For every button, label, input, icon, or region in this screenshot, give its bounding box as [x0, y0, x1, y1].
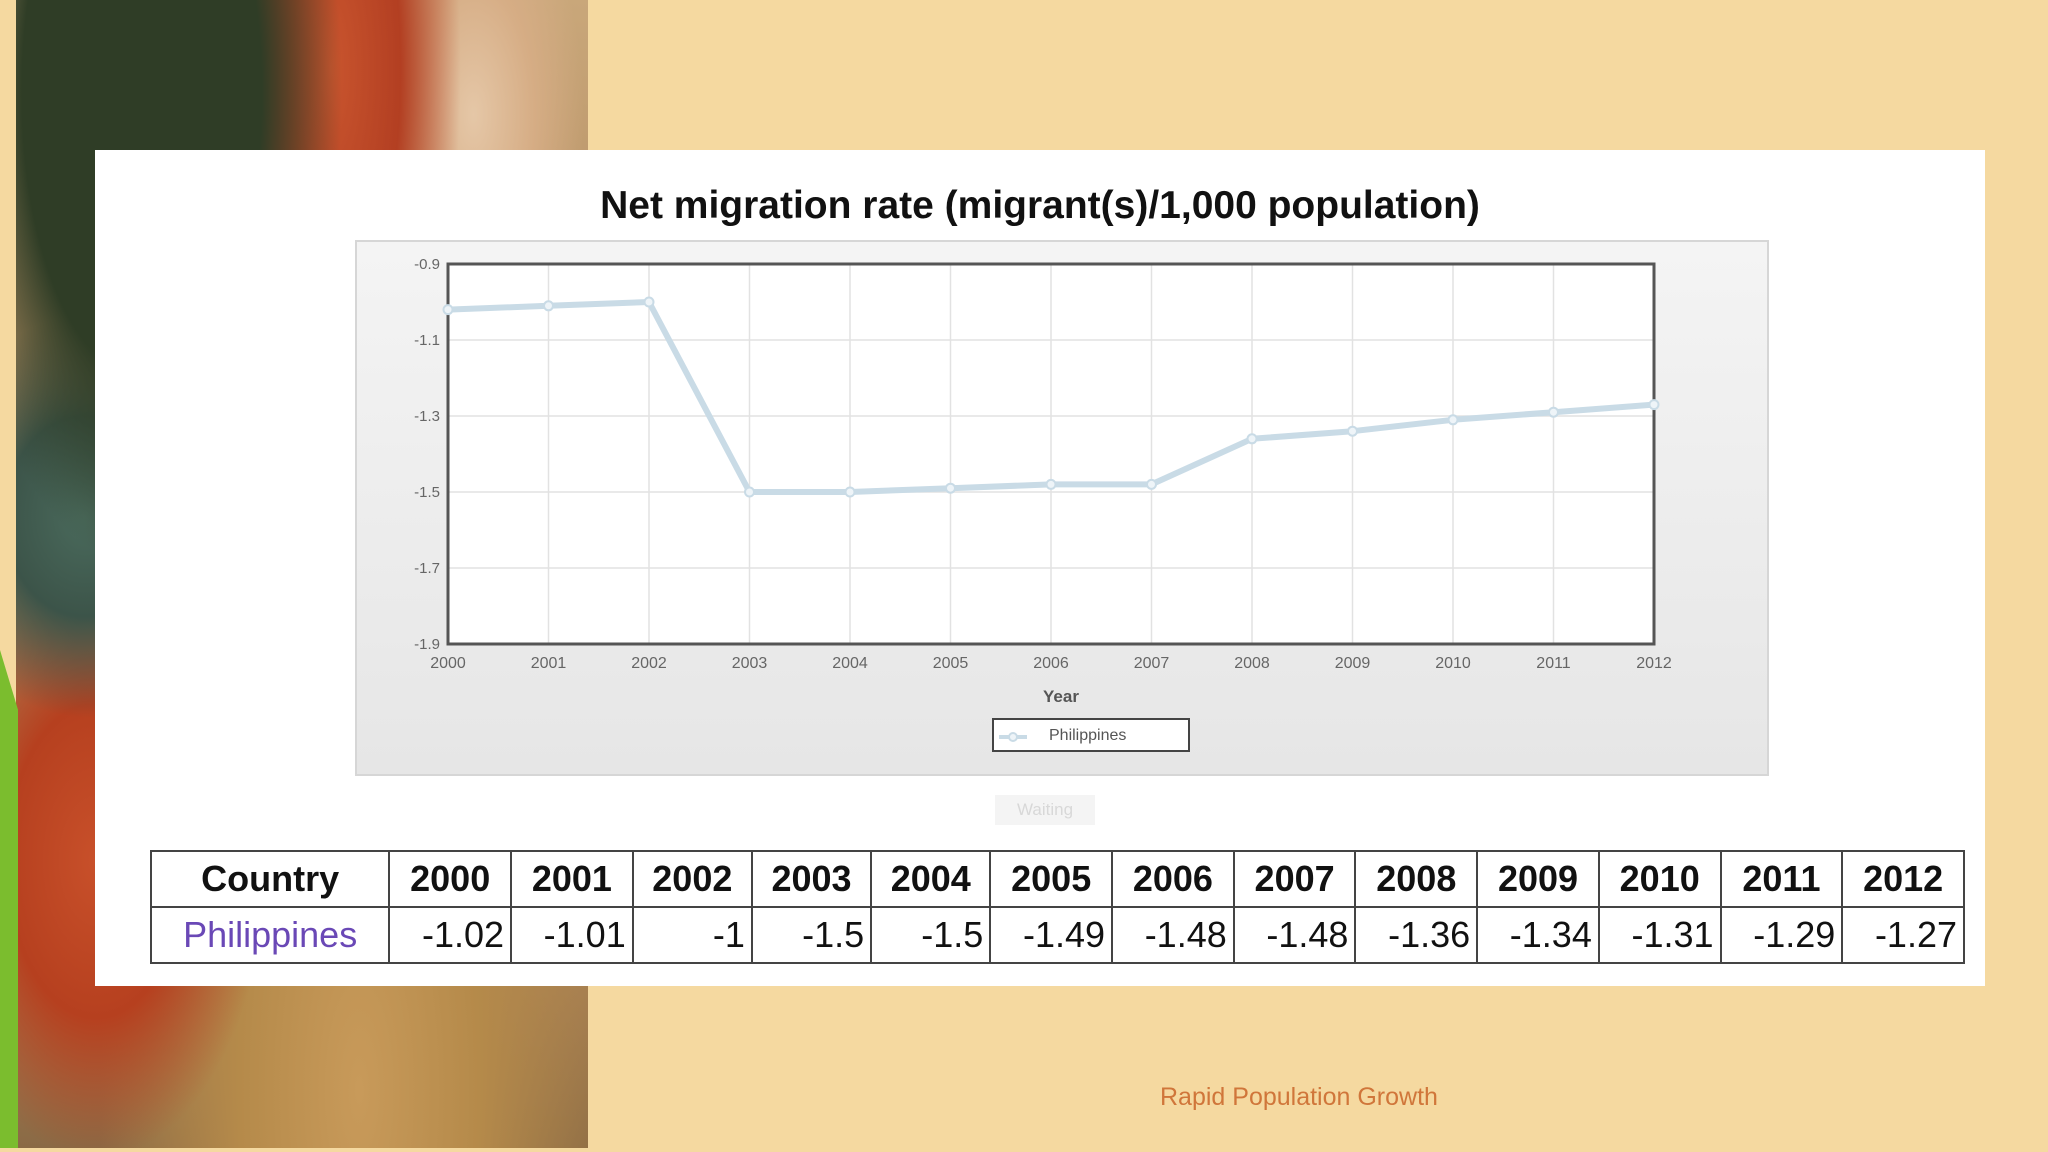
- table-header-cell: 2009: [1476, 850, 1600, 908]
- y-tick-label: -1.5: [414, 484, 440, 501]
- data-table: Country 2000 2001 2002 2003 2004 2005 2006 2007 2…: [149, 850, 1965, 964]
- status-text: Waiting: [995, 795, 1095, 825]
- table-cell: -1: [631, 906, 753, 964]
- data-point: [1146, 478, 1157, 490]
- table-header-cell: 2003: [750, 850, 873, 908]
- x-tick-label: 2000: [430, 655, 466, 672]
- chart-panel: Net migration rate (migrant(s)/1,000 pop…: [95, 150, 1985, 986]
- data-point: [1347, 425, 1358, 437]
- y-tick-label: -1.7: [414, 560, 440, 577]
- table-cell: -1.5: [750, 906, 873, 964]
- data-point: [945, 482, 956, 494]
- table-body: Philippines -1.02 -1.01 -1 -1.5 -1.5 -1.49 -1.4…: [149, 906, 1965, 964]
- table-cell: -1.02: [388, 906, 513, 964]
- table-cell: -1.31: [1597, 906, 1722, 964]
- data-point: [442, 304, 454, 316]
- table-cell: -1.29: [1719, 906, 1844, 964]
- data-point: [1548, 406, 1559, 418]
- data-point: [744, 486, 755, 498]
- x-tick-label: 2012: [1636, 655, 1672, 672]
- x-tick-label: 2003: [732, 655, 768, 672]
- data-point: [1447, 414, 1459, 426]
- data-point: [1246, 433, 1258, 445]
- table-header-cell: 2006: [1111, 850, 1235, 908]
- x-axis-label: Year: [1043, 687, 1079, 706]
- y-tick-label: -1.1: [414, 332, 440, 349]
- chart-area: -0.9 -1.1 -1.3 -1.5 -1.7 -1.9 2000 2001 2002 2003…: [355, 240, 1769, 776]
- x-tick-label: 2002: [631, 655, 667, 672]
- x-tick-label: 2011: [1536, 655, 1571, 672]
- y-tick-label: -1.9: [414, 636, 440, 653]
- data-point: [543, 300, 554, 312]
- y-tick-label: -1.3: [414, 408, 440, 425]
- x-tick-label: 2007: [1134, 655, 1170, 672]
- table-cell: -1.5: [870, 906, 992, 964]
- data-point: [643, 296, 655, 308]
- table-row: Philippines -1.02 -1.01 -1 -1.5 -1.5 -1.49 -1.4…: [149, 906, 1965, 964]
- chart-title: Net migration rate (migrant(s)/1,000 pop…: [600, 184, 1480, 227]
- plot-border: [446, 262, 1656, 646]
- x-tick-label: 2009: [1335, 655, 1371, 672]
- table-header-cell: 2007: [1232, 850, 1357, 908]
- data-point: [844, 486, 856, 498]
- table-cell: -1.48: [1111, 906, 1235, 964]
- accent-bar: [0, 650, 18, 1148]
- slide-footer: Rapid Population Growth: [1160, 1083, 1438, 1111]
- table-header-row: Country 2000 2001 2002 2003 2004 2005 2006 2007 2…: [149, 850, 1965, 908]
- y-tick-label: -0.9: [414, 256, 440, 273]
- table-cell: -1.34: [1476, 906, 1600, 964]
- data-point: [1648, 399, 1660, 411]
- table-header-cell: 2005: [989, 850, 1114, 908]
- table-cell: -1.36: [1354, 906, 1479, 964]
- table-header-cell: 2012: [1841, 850, 1965, 908]
- table-header-cell: 2008: [1354, 850, 1479, 908]
- line-chart: -0.9 -1.1 -1.3 -1.5 -1.7 -1.9 2000 2001 2002 2003…: [414, 256, 1672, 752]
- legend-swatch-marker: [1008, 732, 1018, 742]
- legend-box: [992, 718, 1190, 752]
- table-header-cell: 2010: [1597, 850, 1722, 908]
- table-header-cell: 2011: [1719, 850, 1844, 908]
- data-point: [1045, 478, 1057, 490]
- table-header-cell: 2004: [870, 850, 992, 908]
- table-header-cell: 2000: [388, 850, 513, 908]
- table-header-cell: Country: [149, 850, 391, 908]
- x-tick-label: 2005: [933, 655, 969, 672]
- table-cell: -1.01: [510, 906, 634, 964]
- x-tick-label: 2008: [1234, 655, 1270, 672]
- x-tick-label: 2006: [1033, 655, 1069, 672]
- legend-label: Philippines: [1049, 727, 1126, 744]
- table-cell: -1.48: [1232, 906, 1357, 964]
- table-header-cell: 2002: [631, 850, 753, 908]
- table-cell: -1.49: [989, 906, 1114, 964]
- table-cell: -1.27: [1841, 906, 1965, 964]
- table-header-cell: 2001: [510, 850, 634, 908]
- x-tick-label: 2001: [531, 655, 567, 672]
- x-tick-label: 2004: [832, 655, 868, 672]
- country-link[interactable]: Philippines: [149, 906, 391, 964]
- x-tick-label: 2010: [1435, 655, 1471, 672]
